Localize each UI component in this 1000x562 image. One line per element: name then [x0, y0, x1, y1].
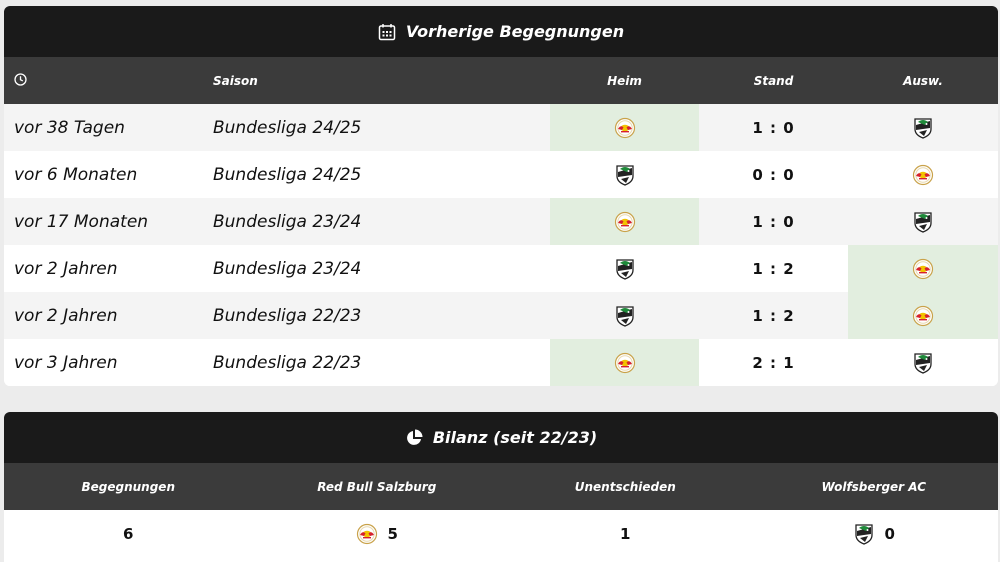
match-score: 1 : 0 [752, 212, 795, 231]
match-season: Bundesliga 22/23 [213, 352, 362, 373]
home-team-cell [550, 198, 699, 245]
clock-icon [14, 72, 27, 89]
team2-header: Wolfsberger AC [821, 479, 927, 494]
match-time: vor 2 Jahren [14, 258, 118, 279]
away-team-cell [848, 198, 998, 245]
match-row[interactable]: vor 17 Monaten Bundesliga 23/24 1 : 0 [4, 198, 998, 245]
match-season: Bundesliga 23/24 [213, 211, 362, 232]
away-team-cell [848, 339, 998, 386]
calendar-icon [378, 23, 396, 41]
team1-wins: 5 [387, 524, 398, 543]
match-time: vor 38 Tagen [14, 117, 125, 138]
team2-wins: 0 [884, 524, 895, 543]
wolfsberger-ac-logo-icon [853, 523, 875, 545]
draws-count-cell: 1 [501, 525, 750, 543]
time-column-header [4, 72, 203, 89]
games-header: Begegnungen [81, 479, 175, 494]
home-team-cell [550, 339, 699, 386]
team1-header: Red Bull Salzburg [317, 479, 437, 494]
match-row[interactable]: vor 3 Jahren Bundesliga 22/23 2 : 1 [4, 339, 998, 386]
away-team-cell [848, 292, 998, 339]
match-season: Bundesliga 24/25 [213, 117, 362, 138]
pie-chart-icon [405, 429, 423, 447]
matches-table-body: vor 38 Tagen Bundesliga 24/25 1 : 0 vor … [4, 104, 998, 386]
home-team-cell [550, 104, 699, 151]
match-season: Bundesliga 22/23 [213, 305, 362, 326]
matches-table-header: Saison Heim Stand Ausw. [4, 57, 998, 104]
wolfsberger-ac-logo-icon [912, 211, 934, 233]
games-count: 6 [123, 524, 134, 543]
away-team-cell [848, 151, 998, 198]
wolfsberger-ac-logo-icon [614, 164, 636, 186]
home-team-cell [550, 245, 699, 292]
match-time: vor 17 Monaten [14, 211, 149, 232]
bilanz-title: Bilanz (seit 22/23) [432, 428, 598, 447]
team1-wins-cell: 5 [253, 523, 502, 545]
red-bull-salzburg-logo-icon [614, 117, 636, 139]
match-time: vor 6 Monaten [14, 164, 138, 185]
bilanz-title-bar: Bilanz (seit 22/23) [4, 412, 998, 463]
match-row[interactable]: vor 38 Tagen Bundesliga 24/25 1 : 0 [4, 104, 998, 151]
red-bull-salzburg-logo-icon [912, 164, 934, 186]
match-season: Bundesliga 23/24 [213, 258, 362, 279]
draws-header: Unentschieden [574, 479, 676, 494]
previous-matches-card: Vorherige Begegnungen Saison Heim Stand … [4, 6, 998, 386]
bilanz-card: Bilanz (seit 22/23) Begegnungen Red Bull… [4, 412, 998, 562]
match-row[interactable]: vor 6 Monaten Bundesliga 24/25 0 : 0 [4, 151, 998, 198]
match-time: vor 2 Jahren [14, 305, 118, 326]
red-bull-salzburg-logo-icon [912, 305, 934, 327]
bilanz-values-row: 6 5 1 0 [4, 510, 998, 557]
team2-wins-cell: 0 [750, 523, 999, 545]
draws-count: 1 [620, 524, 631, 543]
previous-matches-title: Vorherige Begegnungen [405, 22, 625, 41]
match-score: 0 : 0 [752, 165, 795, 184]
match-score: 1 : 2 [752, 259, 795, 278]
wolfsberger-ac-logo-icon [912, 352, 934, 374]
match-row[interactable]: vor 2 Jahren Bundesliga 23/24 1 : 2 [4, 245, 998, 292]
red-bull-salzburg-logo-icon [912, 258, 934, 280]
match-score: 1 : 0 [752, 118, 795, 137]
match-score: 2 : 1 [752, 353, 795, 372]
bilanz-header: Begegnungen Red Bull Salzburg Unentschie… [4, 463, 998, 510]
home-team-cell [550, 292, 699, 339]
wolfsberger-ac-logo-icon [614, 258, 636, 280]
previous-matches-title-bar: Vorherige Begegnungen [4, 6, 998, 57]
match-season: Bundesliga 24/25 [213, 164, 362, 185]
wolfsberger-ac-logo-icon [912, 117, 934, 139]
red-bull-salzburg-logo-icon [614, 211, 636, 233]
score-column-header: Stand [753, 73, 794, 88]
season-column-header: Saison [213, 73, 258, 88]
red-bull-salzburg-logo-icon [614, 352, 636, 374]
games-count-cell: 6 [4, 525, 253, 543]
match-time: vor 3 Jahren [14, 352, 118, 373]
home-team-cell [550, 151, 699, 198]
red-bull-salzburg-logo-icon [356, 523, 378, 545]
match-row[interactable]: vor 2 Jahren Bundesliga 22/23 1 : 2 [4, 292, 998, 339]
away-team-cell [848, 104, 998, 151]
home-column-header: Heim [607, 73, 642, 88]
wolfsberger-ac-logo-icon [614, 305, 636, 327]
away-column-header: Ausw. [903, 73, 943, 88]
match-score: 1 : 2 [752, 306, 795, 325]
away-team-cell [848, 245, 998, 292]
